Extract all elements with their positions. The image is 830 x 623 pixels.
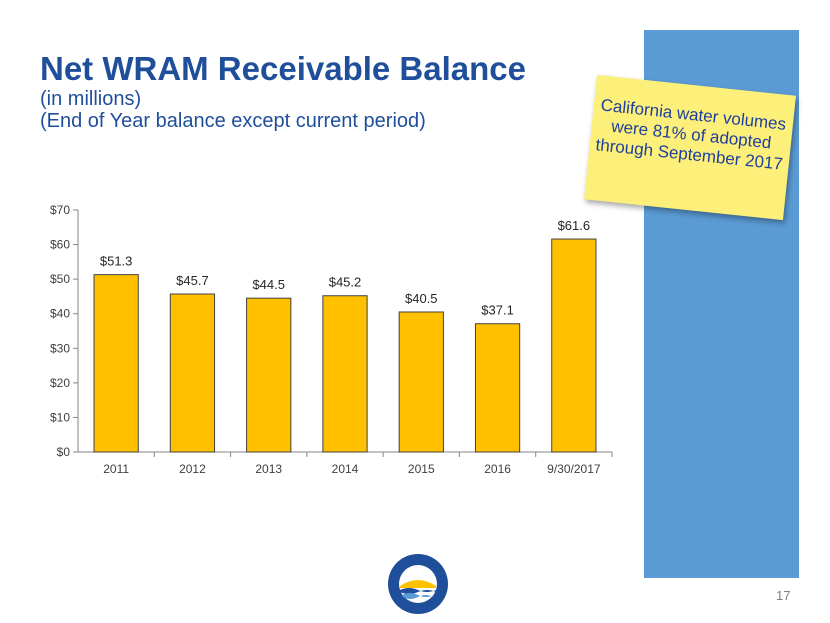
bar: [398, 311, 444, 453]
bar: [169, 293, 216, 453]
x-tick-label: 9/30/2017: [547, 462, 601, 476]
subtitle-units: (in millions): [40, 88, 142, 110]
x-tick-label: 2012: [179, 462, 206, 476]
bar: [246, 297, 292, 453]
data-label: $51.3: [100, 254, 133, 269]
y-tick-label: $50: [50, 272, 70, 286]
x-tick-label: 2011: [103, 462, 129, 476]
x-tick-label: 2015: [408, 462, 435, 476]
data-label: $61.6: [558, 218, 591, 233]
data-label: $40.5: [405, 291, 438, 306]
data-label: $37.1: [481, 303, 514, 318]
bar: [322, 295, 368, 453]
y-tick-label: $0: [57, 445, 71, 459]
bar: [551, 238, 597, 453]
sticky-note-text: California water volumes were 81% of ado…: [594, 95, 787, 174]
subtitle-period: (End of Year balance except current peri…: [40, 110, 426, 132]
y-tick-label: $40: [50, 307, 70, 321]
x-tick-label: 2016: [484, 462, 511, 476]
y-tick-label: $20: [50, 376, 70, 390]
bar: [93, 274, 139, 453]
y-tick-label: $30: [50, 341, 70, 355]
sticky-note: California water volumes were 81% of ado…: [584, 74, 796, 221]
x-tick-label: 2013: [255, 462, 282, 476]
y-tick-label: $60: [50, 238, 70, 252]
data-label: $45.7: [176, 273, 209, 288]
page-title: Net WRAM Receivable Balance: [40, 50, 526, 87]
bar: [474, 323, 521, 453]
y-tick-label: $70: [50, 203, 70, 217]
data-label: $44.5: [252, 277, 285, 292]
page-number: 17: [776, 588, 791, 603]
x-tick-label: 2014: [332, 462, 359, 476]
california-water-service-logo: [386, 552, 450, 621]
data-label: $45.2: [329, 275, 362, 290]
y-tick-label: $10: [50, 410, 70, 424]
